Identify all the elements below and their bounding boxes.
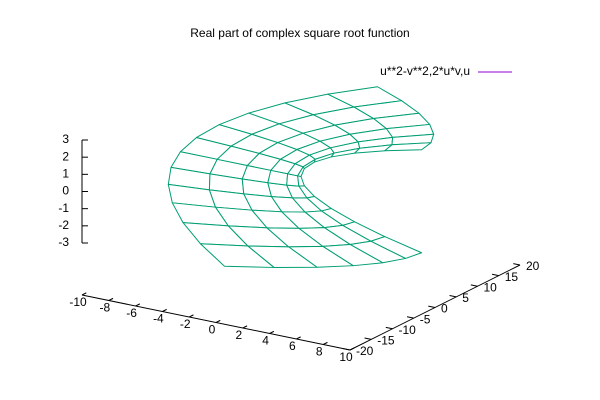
x-tick (108, 297, 114, 301)
y-tick-label: -20 (356, 344, 374, 358)
z-tick-label: 1 (62, 167, 69, 181)
z-tick-label: 2 (62, 149, 69, 163)
x-tick (81, 292, 87, 296)
y-tick (449, 295, 457, 298)
surface-cell (297, 175, 305, 187)
x-tick-label: 4 (262, 334, 269, 348)
x-tick (242, 325, 248, 329)
x-tick-label: -6 (126, 306, 137, 320)
z-tick-label: -1 (58, 201, 69, 215)
y-tick (406, 316, 414, 319)
y-tick (470, 284, 478, 287)
z-tick-label: -2 (58, 218, 69, 232)
x-tick (349, 347, 355, 351)
surface-cell (384, 142, 432, 152)
x-tick (162, 308, 167, 312)
x-tick-label: -2 (180, 317, 191, 331)
y-tick (343, 348, 351, 351)
z-tick-label: 3 (62, 132, 69, 146)
x-tick (296, 336, 301, 340)
y-tick (385, 326, 393, 330)
x-tick (322, 341, 328, 345)
z-tick-label: 0 (62, 184, 69, 198)
x-tick (188, 314, 194, 318)
y-tick (364, 337, 372, 340)
z-tick-label: -3 (58, 235, 69, 249)
x-tick-label: 6 (289, 339, 296, 353)
x-tick-label: 2 (235, 328, 242, 342)
legend-label: u**2-v**2,2*u*v,u (380, 64, 470, 78)
y-tick-label: 15 (505, 270, 519, 284)
y-tick (491, 273, 499, 277)
y-tick-label: 0 (441, 302, 448, 316)
surface-cell (247, 245, 318, 268)
x-tick-label: 8 (316, 345, 323, 359)
y-tick-label: 20 (526, 259, 540, 273)
x-tick-label: -10 (69, 295, 87, 309)
x-tick-label: -4 (153, 312, 164, 326)
chart-title: Real part of complex square root functio… (190, 26, 409, 40)
y-tick (428, 305, 436, 308)
x-tick (135, 303, 141, 307)
x-tick-label: -8 (99, 301, 110, 315)
y-tick-label: 10 (484, 280, 498, 294)
x-tick-label: 0 (209, 323, 216, 337)
x-tick (215, 319, 221, 323)
y-tick-label: 5 (462, 291, 469, 305)
x-tick-label: 10 (339, 350, 353, 364)
y-tick (513, 263, 521, 266)
x-tick (269, 330, 275, 334)
y-tick-label: -15 (377, 334, 395, 348)
y-tick-label: -5 (420, 312, 431, 326)
y-tick-label: -10 (399, 323, 417, 337)
